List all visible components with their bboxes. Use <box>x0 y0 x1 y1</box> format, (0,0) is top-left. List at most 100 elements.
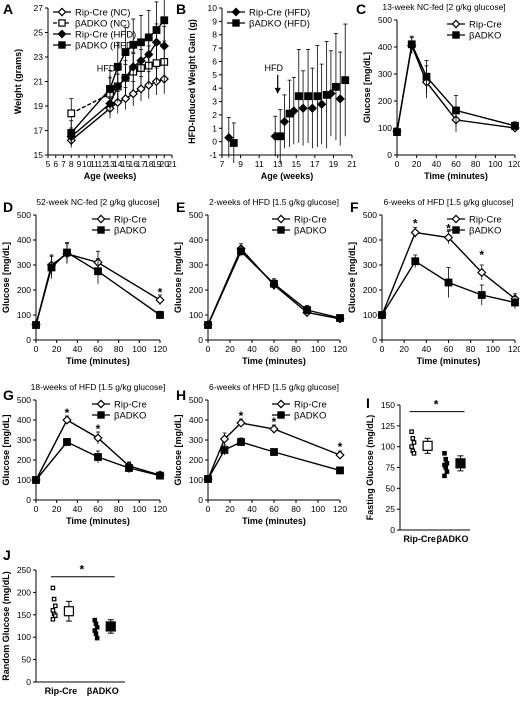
y-axis-label: Glucose [mg/dL] <box>173 242 183 313</box>
legend-entry: βADKO (HFD) <box>75 41 136 52</box>
data-point <box>229 139 238 147</box>
data-point <box>443 456 449 462</box>
arrow-head-icon <box>107 88 113 95</box>
data-point <box>336 466 344 475</box>
data-point <box>294 92 303 101</box>
x-tick-label: 14 <box>113 159 123 169</box>
x-tick-label: 80 <box>114 504 124 514</box>
legend-marker <box>231 7 241 17</box>
y-tick-label: 400 <box>17 235 31 245</box>
x-tick-label: 19 <box>329 159 339 169</box>
y-tick-label: 400 <box>189 235 203 245</box>
y-axis-label: HFD-Induced Weight Gain (g) <box>187 19 197 144</box>
y-tick-label: 150 <box>17 610 31 620</box>
y-tick-label: 4 <box>212 83 217 93</box>
y-axis-label: Weight (grams) <box>13 49 23 114</box>
data-point <box>444 469 450 474</box>
y-tick-label: 2 <box>212 110 217 120</box>
legend-entry: Rip-Cre <box>114 400 147 411</box>
legend-marker <box>277 226 285 234</box>
mean-marker <box>455 458 466 469</box>
data-point <box>156 311 164 319</box>
data-point <box>407 40 416 49</box>
chart-title: 13-week NC-fed [2 g/kg glucose] <box>382 2 505 12</box>
data-point <box>129 40 138 49</box>
x-tick-label: 120 <box>508 159 520 169</box>
legend-marker <box>277 411 285 419</box>
x-tick-label: 0 <box>206 344 211 354</box>
y-tick-label: 27 <box>34 3 44 13</box>
y-tick-label: 9 <box>212 16 217 26</box>
data-point <box>220 446 229 454</box>
x-tick-label: 11 <box>255 159 264 169</box>
x-tick-label: 0 <box>395 159 400 169</box>
data-point <box>50 608 56 613</box>
x-tick-label: 60 <box>93 344 103 354</box>
y-tick-label: 200 <box>17 455 31 465</box>
data-point <box>511 298 519 307</box>
y-tick-label: 100 <box>17 632 31 642</box>
legend-marker <box>276 214 286 224</box>
panel-label: E <box>176 199 185 215</box>
x-tick-label: 21 <box>347 159 357 169</box>
y-tick-label: 0 <box>372 335 377 345</box>
y-tick-label: 100 <box>363 310 377 320</box>
significance-star: * <box>158 285 163 299</box>
x-tick-label: 8 <box>69 159 74 169</box>
y-axis-label: Fasting Glucose (mg/dL) <box>365 415 375 521</box>
data-point <box>155 295 165 305</box>
data-point <box>93 621 99 627</box>
y-tick-label: 400 <box>378 42 392 52</box>
x-tick-label: 9 <box>238 159 243 169</box>
data-point <box>204 321 212 329</box>
panel-i: I 0 25 50 75 100 125 150 Fasting Glucose (mg/dL)… <box>365 395 470 544</box>
data-point <box>121 48 130 56</box>
x-tick-label: 80 <box>114 344 124 354</box>
y-tick-label: 300 <box>189 435 203 445</box>
y-tick-label: 0 <box>26 495 31 505</box>
x-tick-label: 100 <box>311 504 325 514</box>
x-tick-label: 20 <box>52 504 62 514</box>
chart-title: 6-weeks of HFD [1.5 g/kg glucose] <box>209 382 339 392</box>
data-point <box>94 267 102 276</box>
x-tick-label: 40 <box>73 344 83 354</box>
chart-title: 2-weeks of HFD [1.5 g/kg glucose] <box>209 197 339 207</box>
y-tick-label: 200 <box>17 587 31 597</box>
y-tick-label: 200 <box>189 455 203 465</box>
y-tick-label: 23 <box>34 52 44 62</box>
y-tick-label: 50 <box>386 483 396 493</box>
y-tick-label: 100 <box>381 442 395 452</box>
y-tick-label: 17 <box>34 126 44 136</box>
x-axis-label: Time (minutes) <box>66 516 130 526</box>
x-tick-label: 17 <box>136 159 146 169</box>
x-tick-label: 0 <box>206 504 211 514</box>
y-tick-label: 0 <box>390 525 395 535</box>
y-tick-label: 250 <box>17 565 31 575</box>
legend-entry: βADKO <box>294 226 326 237</box>
legend-entry: βADKO (NC) <box>75 19 130 30</box>
panel-label: C <box>356 1 366 17</box>
legend-entry: βADKO <box>469 226 501 237</box>
data-point <box>53 613 58 618</box>
data-point <box>269 424 279 434</box>
y-tick-label: 400 <box>363 235 377 245</box>
data-point <box>410 227 420 238</box>
y-tick-label: 0 <box>26 677 31 687</box>
y-axis-label: Random Glucose (mg/dL) <box>1 571 11 681</box>
data-point <box>341 76 350 85</box>
y-tick-label: 500 <box>378 15 392 25</box>
legend-marker <box>451 19 461 29</box>
legend-marker <box>58 41 66 49</box>
data-point <box>442 473 447 479</box>
legend-entry: βADKO <box>469 31 501 42</box>
x-tick-label: 100 <box>486 344 500 354</box>
y-tick-label: 300 <box>363 260 377 270</box>
y-tick-label: 400 <box>17 415 31 425</box>
data-point <box>144 33 153 42</box>
data-point <box>152 26 161 34</box>
panel-label: B <box>176 1 186 17</box>
y-axis-label: Glucose [mg/dL] <box>362 52 372 123</box>
x-axis-label: Age (weeks) <box>84 171 137 181</box>
